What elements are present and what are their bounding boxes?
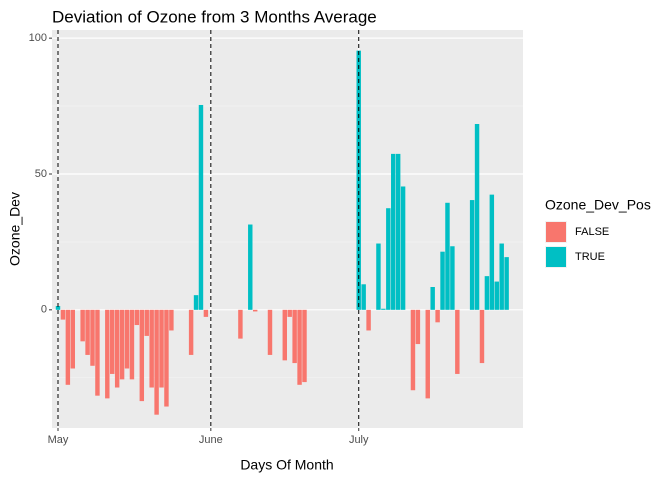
bar — [400, 186, 406, 310]
legend-swatch — [546, 247, 566, 267]
bar — [149, 309, 154, 388]
bar — [381, 308, 386, 310]
bar — [114, 309, 120, 388]
bar — [65, 309, 71, 385]
bar — [90, 309, 95, 366]
legend-title: Ozone_Dev_Pos — [545, 197, 651, 213]
bar — [445, 202, 450, 310]
bar — [60, 309, 66, 320]
bar — [430, 287, 435, 310]
bar — [287, 309, 292, 317]
bar — [366, 309, 371, 331]
legend-label: TRUE — [575, 251, 605, 263]
bar — [386, 208, 391, 310]
bar — [395, 153, 401, 310]
bar — [455, 309, 460, 374]
x-tick-label: May — [48, 434, 69, 446]
bar — [55, 306, 61, 310]
x-axis-label: Days Of Month — [240, 457, 333, 473]
bar — [440, 251, 445, 310]
y-tick-label: 100 — [29, 32, 47, 44]
bar — [489, 194, 495, 310]
bar — [425, 309, 430, 399]
bar — [292, 309, 297, 364]
bar — [95, 309, 100, 396]
bar — [267, 309, 273, 355]
y-tick-label: 0 — [41, 304, 47, 316]
chart-title: Deviation of Ozone from 3 Months Average — [52, 7, 377, 26]
bar — [139, 309, 145, 402]
bar — [361, 284, 366, 310]
bar — [376, 243, 381, 310]
bar — [248, 224, 253, 310]
bar — [302, 309, 307, 383]
bar — [134, 309, 140, 326]
bar — [124, 309, 130, 369]
bar — [105, 309, 110, 399]
bar — [85, 309, 90, 355]
bar — [203, 309, 209, 317]
bar — [494, 281, 499, 310]
bar — [469, 200, 475, 310]
bar — [504, 257, 509, 310]
bar — [499, 243, 504, 310]
bar — [110, 309, 115, 374]
bar — [297, 309, 302, 385]
bar — [484, 276, 490, 310]
bar — [282, 309, 287, 361]
bar — [391, 153, 396, 310]
y-axis-label: Ozone_Dev — [7, 192, 23, 266]
bar — [238, 309, 243, 339]
bar — [410, 309, 416, 391]
bar — [193, 295, 199, 310]
bar — [144, 309, 149, 336]
bar — [415, 309, 421, 345]
bar — [188, 309, 194, 355]
bar — [198, 104, 204, 310]
bar — [70, 309, 76, 369]
bar — [154, 309, 159, 415]
bar — [474, 123, 480, 310]
bar — [450, 246, 455, 310]
bar — [80, 309, 85, 342]
bar — [479, 309, 485, 364]
x-tick-label: June — [199, 434, 223, 446]
y-tick-label: 50 — [35, 168, 47, 180]
bar — [164, 309, 169, 407]
legend-label: FALSE — [575, 226, 609, 238]
bar — [129, 309, 135, 380]
bar — [159, 309, 164, 388]
bar — [169, 309, 174, 331]
legend-swatch — [546, 222, 566, 242]
bar — [435, 309, 440, 323]
bar — [119, 309, 125, 380]
bar — [252, 309, 258, 312]
x-tick-label: July — [349, 434, 369, 446]
